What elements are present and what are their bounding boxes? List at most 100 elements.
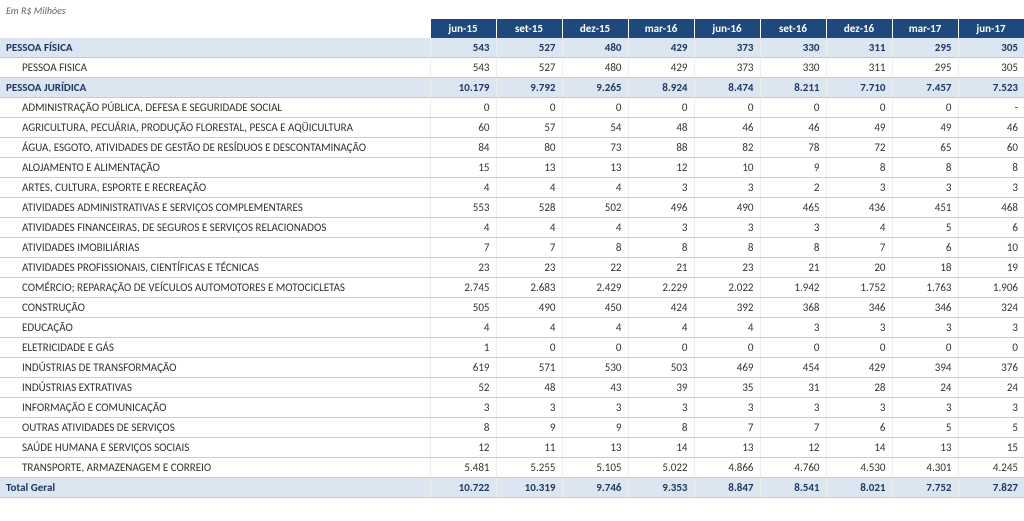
cell-value: 11 (496, 438, 562, 458)
cell-value: 619 (430, 358, 496, 378)
cell-value: 46 (958, 118, 1024, 138)
cell-value: 8.021 (826, 478, 892, 498)
cell-value: 14 (826, 438, 892, 458)
cell-value: 5.255 (496, 458, 562, 478)
cell-value: 2.022 (694, 278, 760, 298)
table-caption: Em R$ Milhões (0, 0, 1024, 19)
cell-value: 4 (562, 178, 628, 198)
cell-value: 21 (628, 258, 694, 278)
cell-value: 31 (760, 378, 826, 398)
table-row: PESSOA JURÍDICA10.1799.7929.2658.9248.47… (0, 78, 1024, 98)
table-row: TRANSPORTE, ARMAZENAGEM E CORREIO5.4815.… (0, 458, 1024, 478)
cell-value: 2.683 (496, 278, 562, 298)
table-row: ATIVIDADES ADMINISTRATIVAS E SERVIÇOS CO… (0, 198, 1024, 218)
cell-value: 528 (496, 198, 562, 218)
cell-value: 1 (430, 338, 496, 358)
cell-value: 24 (958, 378, 1024, 398)
cell-value: 3 (826, 178, 892, 198)
cell-value: 22 (562, 258, 628, 278)
cell-value: 0 (892, 338, 958, 358)
cell-value: 295 (892, 38, 958, 58)
cell-value: 48 (628, 118, 694, 138)
cell-value: 46 (694, 118, 760, 138)
table-row: EDUCAÇÃO444443333 (0, 318, 1024, 338)
cell-value: 8 (628, 238, 694, 258)
cell-value: 543 (430, 38, 496, 58)
cell-value: 4 (496, 178, 562, 198)
cell-value: 4 (430, 218, 496, 238)
cell-value: 2.429 (562, 278, 628, 298)
cell-value: 1.752 (826, 278, 892, 298)
cell-value: 527 (496, 38, 562, 58)
cell-value: 5.481 (430, 458, 496, 478)
cell-value: 10.179 (430, 78, 496, 98)
table-row: AGRICULTURA, PECUÁRIA, PRODUÇÃO FLORESTA… (0, 118, 1024, 138)
cell-value: 78 (760, 138, 826, 158)
cell-value: 3 (892, 398, 958, 418)
cell-value: 3 (892, 178, 958, 198)
cell-value: 72 (826, 138, 892, 158)
cell-value: 4 (430, 178, 496, 198)
cell-value: 4 (430, 318, 496, 338)
table-row: ÁGUA, ESGOTO, ATIVIDADES DE GESTÃO DE RE… (0, 138, 1024, 158)
cell-value: 48 (496, 378, 562, 398)
cell-value: 2 (760, 178, 826, 198)
row-label: SAÚDE HUMANA E SERVIÇOS SOCIAIS (0, 438, 430, 458)
cell-value: 8.211 (760, 78, 826, 98)
cell-value: 13 (562, 158, 628, 178)
cell-value: 392 (694, 298, 760, 318)
cell-value: 450 (562, 298, 628, 318)
cell-value: 5 (958, 418, 1024, 438)
row-label: ATIVIDADES IMOBILIÁRIAS (0, 238, 430, 258)
cell-value: 0 (760, 338, 826, 358)
cell-value: 543 (430, 58, 496, 78)
cell-value: 480 (562, 38, 628, 58)
col-header: jun-16 (694, 19, 760, 38)
cell-value: 468 (958, 198, 1024, 218)
cell-value: 13 (562, 438, 628, 458)
cell-value: 0 (694, 338, 760, 358)
cell-value: 8 (628, 418, 694, 438)
cell-value: 1.942 (760, 278, 826, 298)
cell-value: 0 (562, 338, 628, 358)
row-label: COMÉRCIO; REPARAÇÃO DE VEÍCULOS AUTOMOTO… (0, 278, 430, 298)
cell-value: 9.746 (562, 478, 628, 498)
row-label: ALOJAMENTO E ALIMENTAÇÃO (0, 158, 430, 178)
cell-value: 0 (694, 98, 760, 118)
row-label: PESSOA FÍSICA (0, 38, 430, 58)
cell-value: 4 (496, 218, 562, 238)
cell-value: 88 (628, 138, 694, 158)
row-label: ARTES, CULTURA, ESPORTE E RECREAÇÃO (0, 178, 430, 198)
cell-value: 503 (628, 358, 694, 378)
cell-value: 3 (760, 218, 826, 238)
row-label: OUTRAS ATIVIDADES DE SERVIÇOS (0, 418, 430, 438)
row-label: CONSTRUÇÃO (0, 298, 430, 318)
cell-value: 12 (628, 158, 694, 178)
cell-value: 8 (958, 158, 1024, 178)
cell-value: 4 (694, 318, 760, 338)
cell-value: 8.541 (760, 478, 826, 498)
cell-value: 1.763 (892, 278, 958, 298)
cell-value: 436 (826, 198, 892, 218)
table-row: ARTES, CULTURA, ESPORTE E RECREAÇÃO44433… (0, 178, 1024, 198)
col-header: set-16 (760, 19, 826, 38)
cell-value: 3 (628, 178, 694, 198)
cell-value: 3 (958, 178, 1024, 198)
cell-value: 7 (430, 238, 496, 258)
cell-value: 5 (892, 218, 958, 238)
cell-value: 23 (694, 258, 760, 278)
cell-value: 3 (694, 178, 760, 198)
cell-value: 7.710 (826, 78, 892, 98)
cell-value: 9 (760, 158, 826, 178)
cell-value: 0 (826, 98, 892, 118)
cell-value: 0 (826, 338, 892, 358)
cell-value: 465 (760, 198, 826, 218)
cell-value: 3 (694, 218, 760, 238)
col-header: mar-17 (892, 19, 958, 38)
cell-value: 4.301 (892, 458, 958, 478)
cell-value: 23 (496, 258, 562, 278)
cell-value: 530 (562, 358, 628, 378)
table-row: Total Geral10.72210.3199.7469.3538.8478.… (0, 478, 1024, 498)
cell-value: 8 (826, 158, 892, 178)
cell-value: 7.523 (958, 78, 1024, 98)
